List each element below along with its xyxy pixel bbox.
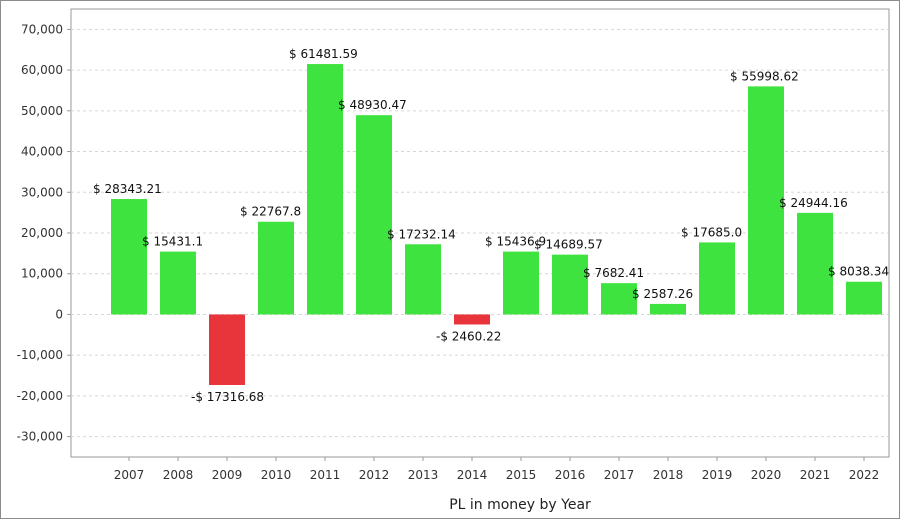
x-tick-label: 2019 xyxy=(702,468,733,482)
x-tick-label: 2016 xyxy=(555,468,586,482)
x-tick-label: 2009 xyxy=(212,468,243,482)
y-tick-label: 10,000 xyxy=(21,267,63,281)
data-label: $ 15431.1 xyxy=(142,235,203,249)
x-tick-label: 2008 xyxy=(163,468,194,482)
data-label: $ 55998.62 xyxy=(730,69,799,83)
bar-2022 xyxy=(846,281,882,315)
x-tick-label: 2010 xyxy=(261,468,292,482)
x-tick-label: 2011 xyxy=(310,468,341,482)
bar-2019 xyxy=(699,242,735,315)
y-tick-label: -10,000 xyxy=(17,348,63,362)
x-tick-label: 2017 xyxy=(604,468,635,482)
bar-2008 xyxy=(160,251,196,315)
data-label: $ 28343.21 xyxy=(93,182,162,196)
data-labels: $ 28343.21 $ 15431.1 -$ 17316.68 $ 22767.8 $… xyxy=(93,47,889,404)
data-label: $ 48930.47 xyxy=(338,98,407,112)
y-tick-label: 20,000 xyxy=(21,226,63,240)
bar-2021 xyxy=(797,212,833,315)
bar-2013 xyxy=(405,244,441,315)
y-tick-label: 30,000 xyxy=(21,185,63,199)
bar-2009 xyxy=(209,314,245,385)
data-label: $ 22767.8 xyxy=(240,205,301,219)
data-label: -$ 2460.22 xyxy=(436,329,501,343)
data-label: $ 7682.41 xyxy=(583,266,644,280)
y-tick-label: 40,000 xyxy=(21,145,63,159)
x-tick-label: 2022 xyxy=(849,468,880,482)
data-label: $ 61481.59 xyxy=(289,47,358,61)
data-label: $ 14689.57 xyxy=(534,238,603,252)
x-axis-title: PL in money by Year xyxy=(449,497,591,513)
y-tick-label: 0 xyxy=(55,307,63,321)
data-label: $ 24944.16 xyxy=(779,196,848,210)
y-tick-label: -30,000 xyxy=(17,430,63,444)
x-tick-label: 2013 xyxy=(408,468,439,482)
y-tick-label: 60,000 xyxy=(21,63,63,77)
data-label: $ 17232.14 xyxy=(387,227,456,241)
bar-2018 xyxy=(650,303,686,315)
y-tick-label: -20,000 xyxy=(17,389,63,403)
y-tick-label: 70,000 xyxy=(21,22,63,36)
bar-2016 xyxy=(552,254,588,315)
data-label: $ 8038.34 xyxy=(828,265,889,279)
x-tick-label: 2007 xyxy=(114,468,145,482)
bar-2017 xyxy=(601,283,637,315)
data-label: $ 2587.26 xyxy=(632,287,693,301)
bar-2010 xyxy=(258,221,294,315)
bar-2007 xyxy=(111,199,147,315)
x-tick-label: 2014 xyxy=(457,468,488,482)
bar-2014 xyxy=(454,314,490,325)
x-tick-labels: 2007 2008 2009 2010 2011 2012 2013 2014 2015 2016… xyxy=(114,468,880,482)
bar-2012 xyxy=(356,115,392,315)
x-tick-label: 2015 xyxy=(506,468,537,482)
bar-2020 xyxy=(748,86,784,315)
x-tick-label: 2021 xyxy=(800,468,831,482)
x-tick-label: 2012 xyxy=(359,468,390,482)
data-label: $ 17685.0 xyxy=(681,225,742,239)
bar-2011 xyxy=(307,64,343,315)
y-tick-label: 50,000 xyxy=(21,104,63,118)
y-tick-labels: -30,000 -20,000 -10,000 0 10,000 20,000 30,000… xyxy=(17,22,63,443)
x-tick-label: 2018 xyxy=(653,468,684,482)
data-label: $ 15436.9 xyxy=(485,235,546,249)
bar-2015 xyxy=(503,251,539,315)
x-tick-label: 2020 xyxy=(751,468,782,482)
bars xyxy=(111,64,882,385)
axes xyxy=(67,28,865,461)
data-label: -$ 17316.68 xyxy=(191,390,264,404)
